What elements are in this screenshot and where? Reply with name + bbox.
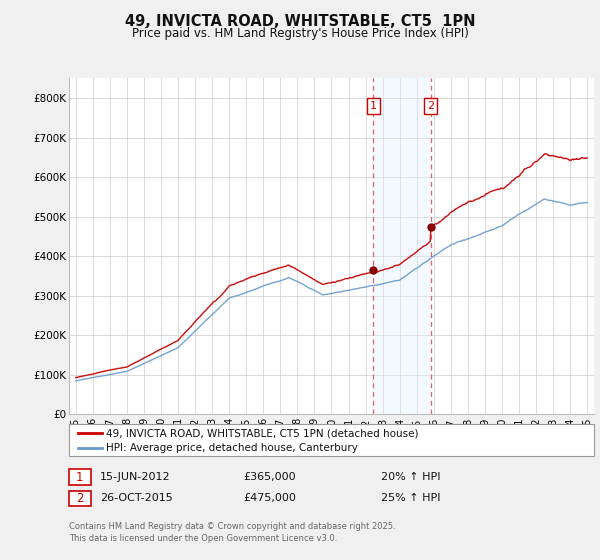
Text: HPI: Average price, detached house, Canterbury: HPI: Average price, detached house, Cant… bbox=[106, 444, 358, 453]
Text: 2: 2 bbox=[76, 492, 83, 505]
Text: 20% ↑ HPI: 20% ↑ HPI bbox=[381, 472, 440, 482]
Text: Price paid vs. HM Land Registry's House Price Index (HPI): Price paid vs. HM Land Registry's House … bbox=[131, 27, 469, 40]
Bar bbox=[373, 78, 431, 414]
Text: 15-JUN-2012: 15-JUN-2012 bbox=[100, 472, 171, 482]
Text: 49, INVICTA ROAD, WHITSTABLE, CT5 1PN (detached house): 49, INVICTA ROAD, WHITSTABLE, CT5 1PN (d… bbox=[106, 428, 419, 438]
Text: 1: 1 bbox=[370, 101, 377, 111]
Text: 49, INVICTA ROAD, WHITSTABLE, CT5  1PN: 49, INVICTA ROAD, WHITSTABLE, CT5 1PN bbox=[125, 14, 475, 29]
Text: 25% ↑ HPI: 25% ↑ HPI bbox=[381, 493, 440, 503]
Text: 1: 1 bbox=[76, 470, 83, 484]
Text: 2: 2 bbox=[427, 101, 434, 111]
Text: Contains HM Land Registry data © Crown copyright and database right 2025.
This d: Contains HM Land Registry data © Crown c… bbox=[69, 522, 395, 543]
Text: £475,000: £475,000 bbox=[243, 493, 296, 503]
Text: 26-OCT-2015: 26-OCT-2015 bbox=[100, 493, 173, 503]
Text: £365,000: £365,000 bbox=[243, 472, 296, 482]
